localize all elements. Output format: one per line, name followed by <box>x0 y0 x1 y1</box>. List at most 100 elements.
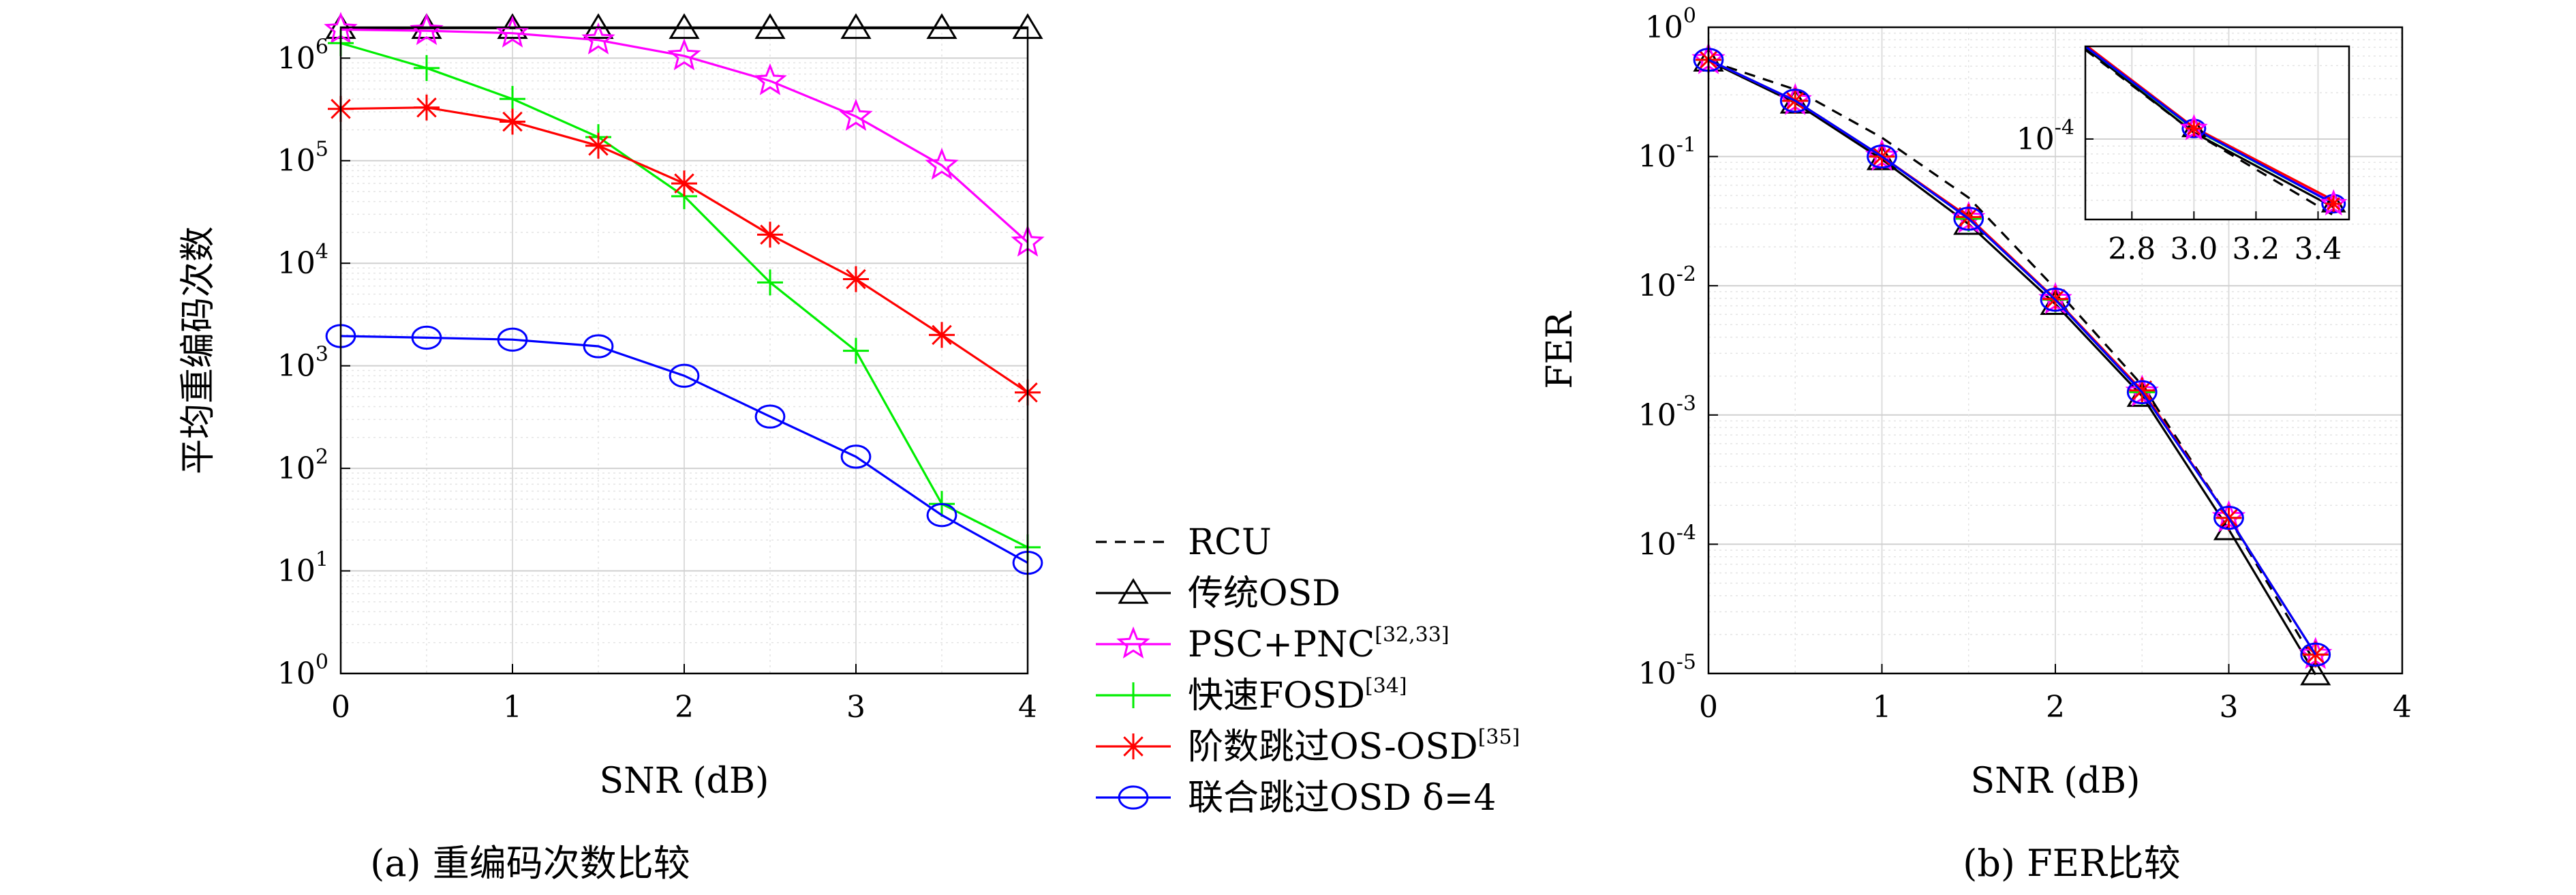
x-tick-label: 3 <box>846 690 865 725</box>
grid <box>1708 27 2402 673</box>
x-tick-label: 2 <box>2046 690 2065 725</box>
caption-a: (a) 重编码次数比较 <box>370 842 690 885</box>
data-point <box>2300 642 2331 667</box>
y-axis-label: FER <box>1539 311 1580 389</box>
x-tick-label: 0 <box>1699 690 1718 725</box>
data-point <box>929 322 955 348</box>
inset-y-tick-label: 10-4 <box>2017 116 2074 157</box>
data-point <box>2213 506 2244 530</box>
y-tick-label: 10-2 <box>1638 262 1696 303</box>
data-point <box>2129 377 2156 404</box>
x-tick-label: 3 <box>2220 690 2239 725</box>
data-point <box>926 503 957 528</box>
x-tick-label: 1 <box>503 690 522 725</box>
x-tick-label: 4 <box>1018 690 1037 725</box>
y-axis-label: 平均重编码次数 <box>178 226 219 474</box>
data-point <box>500 108 525 135</box>
inset-x-tick-label: 3.4 <box>2294 232 2342 267</box>
legend-item-4: 阶数跳过OS-OSD[35] <box>1096 725 1520 768</box>
legend-label: PSC+PNC[32,33] <box>1188 623 1450 665</box>
data-point <box>1953 207 1984 231</box>
legend-label: 联合跳过OSD δ=4 <box>1188 778 1496 819</box>
data-point <box>2126 380 2158 405</box>
inset-x-tick-label: 3.2 <box>2232 232 2280 267</box>
data-point <box>925 147 959 180</box>
y-tick-label: 106 <box>277 35 328 76</box>
x-tick-label: 4 <box>2393 690 2412 725</box>
x-axis-label: SNR (dB) <box>1971 761 2141 802</box>
y-tick-label: 100 <box>277 650 328 691</box>
legend-label: 传统OSD <box>1188 573 1340 614</box>
data-point <box>2040 288 2071 312</box>
y-tick-label: 102 <box>277 445 328 486</box>
data-point <box>843 266 869 292</box>
series-line <box>340 335 1028 564</box>
grid <box>341 27 1028 673</box>
legend-item-0: RCU <box>1096 522 1272 563</box>
y-tick-label: 105 <box>277 138 328 179</box>
legend-label: 阶数跳过OS-OSD[35] <box>1188 725 1520 768</box>
data-point <box>757 222 783 248</box>
data-point <box>667 38 701 71</box>
data-point <box>754 404 786 429</box>
data-point <box>414 55 440 81</box>
y-tick-label: 10-5 <box>1638 650 1696 691</box>
data-point <box>840 444 872 469</box>
data-point <box>581 22 615 55</box>
data-point <box>410 13 444 46</box>
inset-data-point <box>2325 195 2342 212</box>
legend-marker <box>1118 578 1149 604</box>
x-tick-label: 2 <box>675 690 694 725</box>
y-tick-label: 10-3 <box>1638 392 1696 433</box>
y-tick-label: 100 <box>1645 4 1696 45</box>
data-point <box>753 63 787 95</box>
legend-item-2: PSC+PNC[32,33] <box>1096 623 1450 665</box>
legend-item-3: 快速FOSD[34] <box>1096 674 1407 716</box>
y-tick-label: 10-1 <box>1638 134 1696 175</box>
inset-data-point <box>2181 119 2207 138</box>
inset-x-tick-label: 2.8 <box>2108 232 2156 267</box>
x-axis-label: SNR (dB) <box>600 761 769 802</box>
y-tick-label: 103 <box>277 343 328 384</box>
legend-item-5: 联合跳过OSD δ=4 <box>1096 778 1496 819</box>
legend-marker <box>1120 733 1146 759</box>
series-line <box>1708 59 2317 656</box>
legend-label: 快速FOSD[34] <box>1188 674 1407 716</box>
data-point <box>500 86 525 112</box>
data-point <box>757 269 783 296</box>
data-point <box>669 363 700 388</box>
data-point <box>414 94 440 121</box>
data-point <box>1779 89 1811 113</box>
inset-background <box>2085 46 2349 219</box>
caption-b: (b) FER比较 <box>1963 842 2180 885</box>
inset-data-point <box>2321 194 2346 214</box>
y-tick-label: 10-4 <box>1638 521 1696 562</box>
inset-frame <box>2084 45 2350 221</box>
data-point <box>583 334 614 359</box>
data-point <box>671 170 697 197</box>
legend-item-1: 传统OSD <box>1096 573 1340 614</box>
legend-marker <box>1120 682 1146 708</box>
inset-x-tick-label: 3.0 <box>2170 232 2218 267</box>
x-tick-label: 0 <box>331 690 350 725</box>
data-point <box>585 132 611 159</box>
legend: RCU 传统OSD PSC+PNC[32,33] 快速FOSD[34] 阶数跳过OS-O… <box>1096 522 1520 819</box>
legend-marker <box>1116 626 1150 659</box>
y-tick-label: 101 <box>277 548 328 589</box>
legend-label: RCU <box>1188 522 1272 563</box>
panel-b-chart: 0 1 2 3 4 100 10-1 10-2 10-3 10-4 10-5 SNR (dB) FER 2… <box>1539 4 2412 802</box>
data-point <box>843 337 869 364</box>
series-line <box>340 28 1029 243</box>
panel-a-chart: 0 1 2 3 4 100 101 102 103 104 105 106 SNR (dB) 平均重编码次… <box>178 12 1045 802</box>
data-point <box>839 98 873 131</box>
data-point <box>495 15 530 48</box>
inset-data-point <box>2186 120 2203 137</box>
data-point <box>1867 144 1897 169</box>
data-point <box>1955 204 1982 230</box>
data-point <box>497 327 528 352</box>
data-point <box>411 325 442 350</box>
x-tick-label: 1 <box>1873 690 1892 725</box>
y-tick-label: 104 <box>277 240 328 281</box>
legend-marker <box>1118 785 1149 810</box>
